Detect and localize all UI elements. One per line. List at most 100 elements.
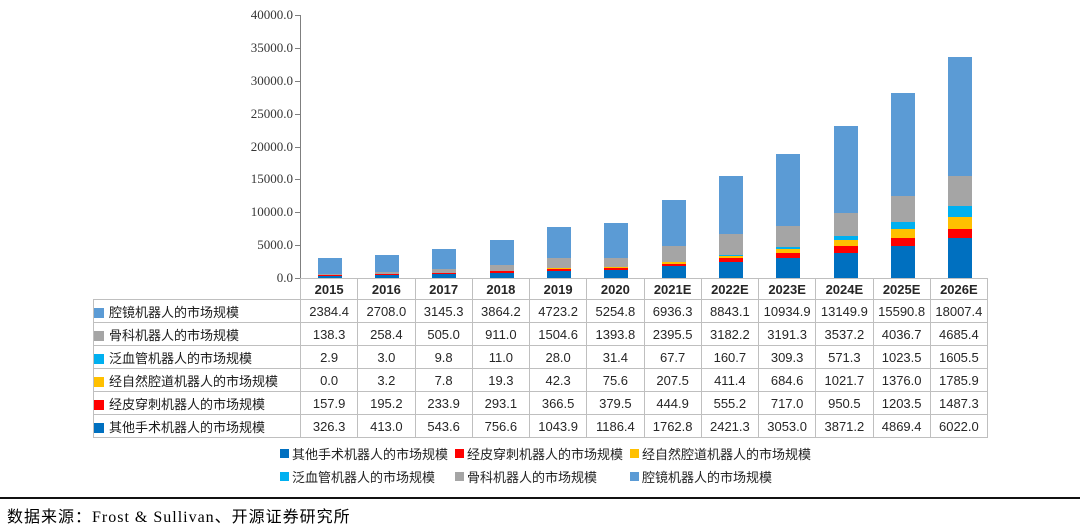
legend-item: 腔镜机器人的市场规模 — [630, 470, 845, 485]
table-value-cell: 4723.2 — [528, 299, 588, 323]
table-row: 经皮穿刺机器人的市场规模 157.9 195.2 233.9 293.1 366.5 379… — [93, 391, 989, 415]
bar-segment — [432, 248, 457, 270]
table-value-cell: 3191.3 — [757, 322, 817, 346]
series-label: 腔镜机器人的市场规模 — [109, 304, 240, 320]
bar-segment — [891, 195, 915, 223]
y-axis-tick-label: 0.0 — [276, 270, 293, 285]
bar-segment — [833, 246, 858, 253]
bar-segment — [432, 272, 457, 275]
bar-segment — [719, 258, 743, 263]
bar-segment — [375, 275, 399, 278]
bar-segment — [948, 228, 973, 239]
legend-label: 经皮穿刺机器人的市场规模 — [467, 447, 624, 462]
table-value-cell: 8843.1 — [700, 299, 760, 323]
bar-segment — [719, 262, 743, 278]
stacked-bar-2022E — [719, 175, 743, 278]
legend-color-swatch — [630, 449, 639, 458]
table-value-cell: 3864.2 — [471, 299, 531, 323]
data-source-text: 数据来源：Frost & Sullivan、开源证券研究所 — [7, 509, 351, 526]
bar-segment — [833, 126, 858, 213]
table-value-cell: 505.0 — [414, 322, 473, 346]
bar-segment — [776, 225, 801, 247]
y-axis-tick-mark — [295, 113, 300, 115]
series-color-swatch — [94, 330, 104, 341]
table-value-cell: 13149.9 — [815, 299, 874, 323]
table-value-cell: 6022.0 — [929, 414, 989, 438]
bar-segment — [375, 272, 399, 274]
table-value-cell: 1023.5 — [872, 345, 931, 369]
table-value-cell: 413.0 — [357, 414, 416, 438]
table-year-header: 2019 — [528, 278, 588, 300]
bar-segment — [833, 252, 858, 278]
y-axis-tick-label: 20000.0 — [250, 138, 293, 154]
bar-segment — [375, 274, 399, 276]
y-axis-tick-label: 15000.0 — [250, 171, 293, 187]
y-axis-tick-mark — [295, 212, 300, 214]
table-row: 泛血管机器人的市场规模 2.9 3.0 9.8 11.0 28.0 31.4 67.7 160.… — [93, 345, 989, 369]
table-row: 腔镜机器人的市场规模 2384.4 2708.0 3145.3 3864.2 4723.2… — [93, 299, 989, 323]
plot-area — [300, 15, 989, 278]
bar-segment — [776, 257, 801, 278]
table-year-header: 2026E — [929, 278, 989, 300]
bar-segment — [661, 245, 686, 262]
y-axis: 40000.0 35000.0 30000.0 25000.0 20000.0 15000… — [0, 0, 293, 300]
stacked-bar-2016 — [375, 254, 399, 278]
legend-color-swatch — [455, 449, 464, 458]
bar-segment — [833, 235, 858, 240]
table-value-cell: 366.5 — [528, 391, 588, 415]
table-value-cell: 0.0 — [299, 368, 359, 392]
y-axis-tick-mark — [295, 146, 300, 148]
y-axis-tick-label: 35000.0 — [250, 39, 293, 55]
y-axis-tick-label: 25000.0 — [250, 105, 293, 121]
table-value-cell: 1021.7 — [815, 368, 874, 392]
table-row: 经自然腔道机器人的市场规模 0.0 3.2 7.8 19.3 42.3 75.6 207.5 4… — [93, 368, 989, 392]
table-value-cell: 411.4 — [700, 368, 760, 392]
table-value-cell: 309.3 — [757, 345, 817, 369]
table-value-cell: 138.3 — [299, 322, 359, 346]
bar-segment — [948, 175, 973, 207]
bar-segment — [317, 258, 342, 274]
series-label: 泛血管机器人的市场规模 — [109, 350, 253, 366]
table-value-cell: 233.9 — [414, 391, 473, 415]
stacked-bar-2024E — [833, 126, 858, 278]
stacked-bar-2023E — [776, 153, 801, 278]
table-value-cell: 160.7 — [700, 345, 760, 369]
bar-segment — [833, 212, 858, 236]
table-series-label-cell: 腔镜机器人的市场规模 — [93, 299, 301, 323]
table-series-label-cell: 泛血管机器人的市场规模 — [93, 345, 301, 369]
table-year-header: 2018 — [471, 278, 531, 300]
legend-label: 腔镜机器人的市场规模 — [642, 470, 773, 485]
table-value-cell: 18007.4 — [929, 299, 989, 323]
y-axis-tick-label: 30000.0 — [250, 72, 293, 88]
legend-label: 其他手术机器人的市场规模 — [292, 447, 449, 462]
y-axis-tick-mark — [295, 245, 300, 247]
table-value-cell: 1504.6 — [528, 322, 588, 346]
table-year-header: 2021E — [643, 278, 702, 300]
table-value-cell: 2421.3 — [700, 414, 760, 438]
series-color-swatch — [94, 353, 104, 364]
legend-color-swatch — [280, 449, 289, 458]
bar-segment — [547, 258, 571, 269]
table-value-cell: 195.2 — [357, 391, 416, 415]
table-value-cell: 3871.2 — [815, 414, 874, 438]
table-value-cell: 1376.0 — [872, 368, 931, 392]
legend-item: 泛血管机器人的市场规模 — [280, 470, 455, 485]
table-value-cell: 1043.9 — [528, 414, 588, 438]
table-header-row: 2015 2016 2017 2018 2019 2020 2021E 2022E 2023E 2… — [94, 278, 989, 300]
table-value-cell: 555.2 — [700, 391, 760, 415]
table-year-header: 2016 — [357, 278, 416, 300]
series-color-swatch — [94, 307, 104, 318]
table-year-header: 2017 — [414, 278, 473, 300]
bar-segment — [661, 200, 686, 246]
table-year-header: 2023E — [757, 278, 817, 300]
table-value-cell: 4685.4 — [929, 322, 989, 346]
table-value-cell: 2384.4 — [299, 299, 359, 323]
bar-segment — [489, 264, 514, 271]
bar-segment — [489, 271, 514, 274]
table-series-label-cell: 其他手术机器人的市场规模 — [93, 414, 301, 438]
table-year-header: 2015 — [299, 278, 359, 300]
series-label: 骨科机器人的市场规模 — [109, 327, 240, 343]
bar-segment — [776, 253, 801, 258]
bar-segment — [547, 227, 571, 259]
stacked-bar-2020 — [604, 223, 629, 278]
